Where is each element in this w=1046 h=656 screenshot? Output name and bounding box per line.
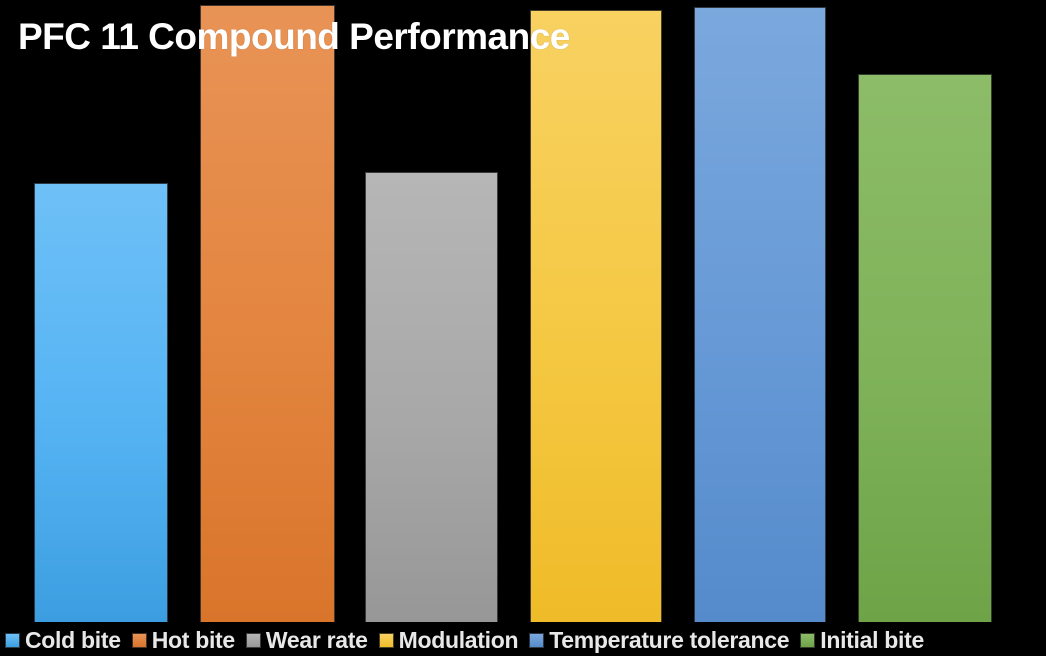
legend-label: Hot bite [151,627,236,653]
legend-label: Initial bite [820,627,924,653]
chart-title: PFC 11 Compound Performance [18,16,570,57]
bar-wear-rate[interactable] [365,172,498,622]
legend-swatch-icon [800,632,816,648]
legend-label: Wear rate [265,627,368,653]
legend-label: Cold bite [25,627,121,653]
bar-initial-bite[interactable] [858,74,992,622]
legend-item-cold-bite[interactable]: Cold bite [5,627,121,653]
legend-item-wear-rate[interactable]: Wear rate [245,627,368,653]
plot-area [34,5,992,622]
bar-modulation[interactable] [530,10,662,622]
legend-label: Modulation [398,627,519,653]
chart-legend: Cold bite Hot bite Wear rate Modulation Temp… [0,624,1046,656]
legend-swatch-icon [529,632,545,648]
legend-swatch-icon [131,632,147,648]
legend-swatch-icon [378,632,394,648]
legend-item-modulation[interactable]: Modulation [378,627,519,653]
bar-hot-bite[interactable] [200,5,335,622]
bar-cold-bite[interactable] [34,183,168,622]
bar-temperature-tolerance[interactable] [694,7,826,622]
legend-label: Temperature tolerance [549,627,790,653]
legend-item-hot-bite[interactable]: Hot bite [131,627,236,653]
legend-swatch-icon [5,632,20,648]
legend-swatch-icon [245,632,261,648]
legend-item-initial-bite[interactable]: Initial bite [800,627,924,653]
legend-item-temperature-tolerance[interactable]: Temperature tolerance [529,627,790,653]
